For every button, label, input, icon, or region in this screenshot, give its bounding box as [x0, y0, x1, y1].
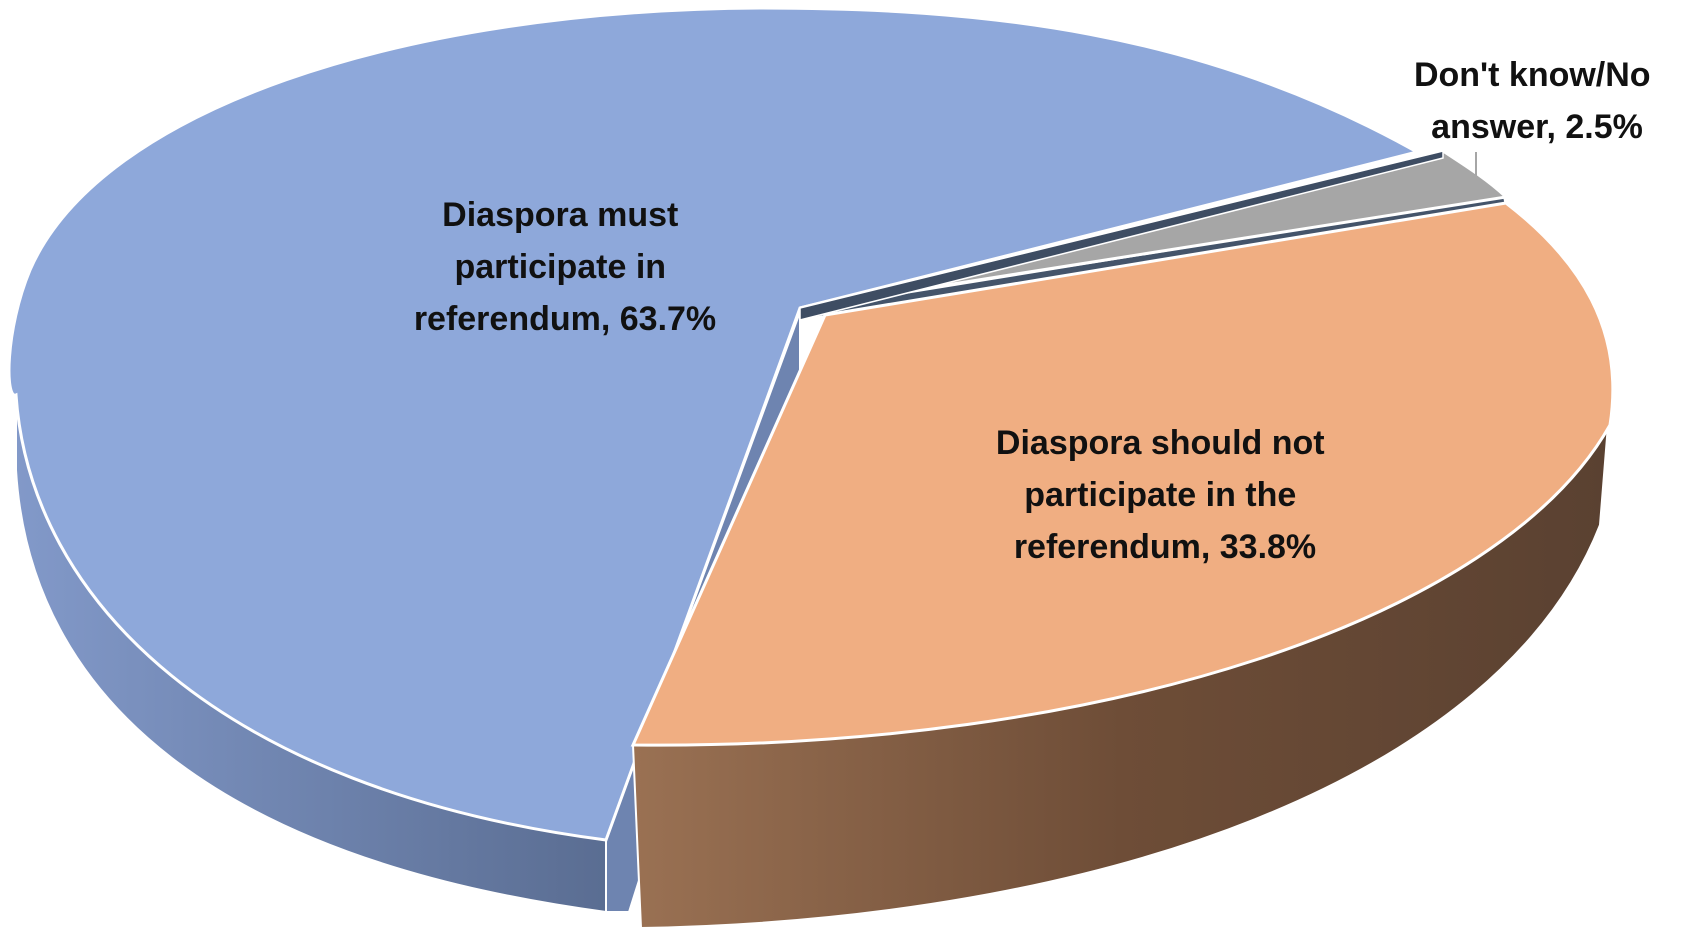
- slice-diaspora-should-not-top: [630, 201, 1615, 747]
- slice-label-diaspora-should-not: Diaspora should not participate in the r…: [996, 424, 1334, 566]
- slice-label-line: Diaspora should not: [996, 424, 1325, 462]
- slice-dont-know: [799, 149, 1510, 322]
- slice-label-line: referendum, 63.7%: [414, 300, 716, 338]
- slice-label-line: answer, 2.5%: [1431, 108, 1643, 146]
- slice-label-line: participate in the: [1024, 476, 1296, 514]
- slice-label-line: Don't know/No: [1414, 56, 1651, 94]
- slice-label-diaspora-must: Diaspora must participate in referendum,…: [414, 196, 716, 338]
- slice-label-line: participate in: [454, 248, 666, 286]
- slice-dont-know-edge: [799, 150, 1444, 321]
- slice-label-line: referendum, 33.8%: [1014, 528, 1316, 566]
- slice-diaspora-should-not: [630, 201, 1615, 930]
- slice-label-dont-know: Don't know/No answer, 2.5%: [1414, 56, 1660, 146]
- slice-diaspora-must-top: [7, 6, 1422, 842]
- slice-label-line: Diaspora must: [442, 196, 678, 234]
